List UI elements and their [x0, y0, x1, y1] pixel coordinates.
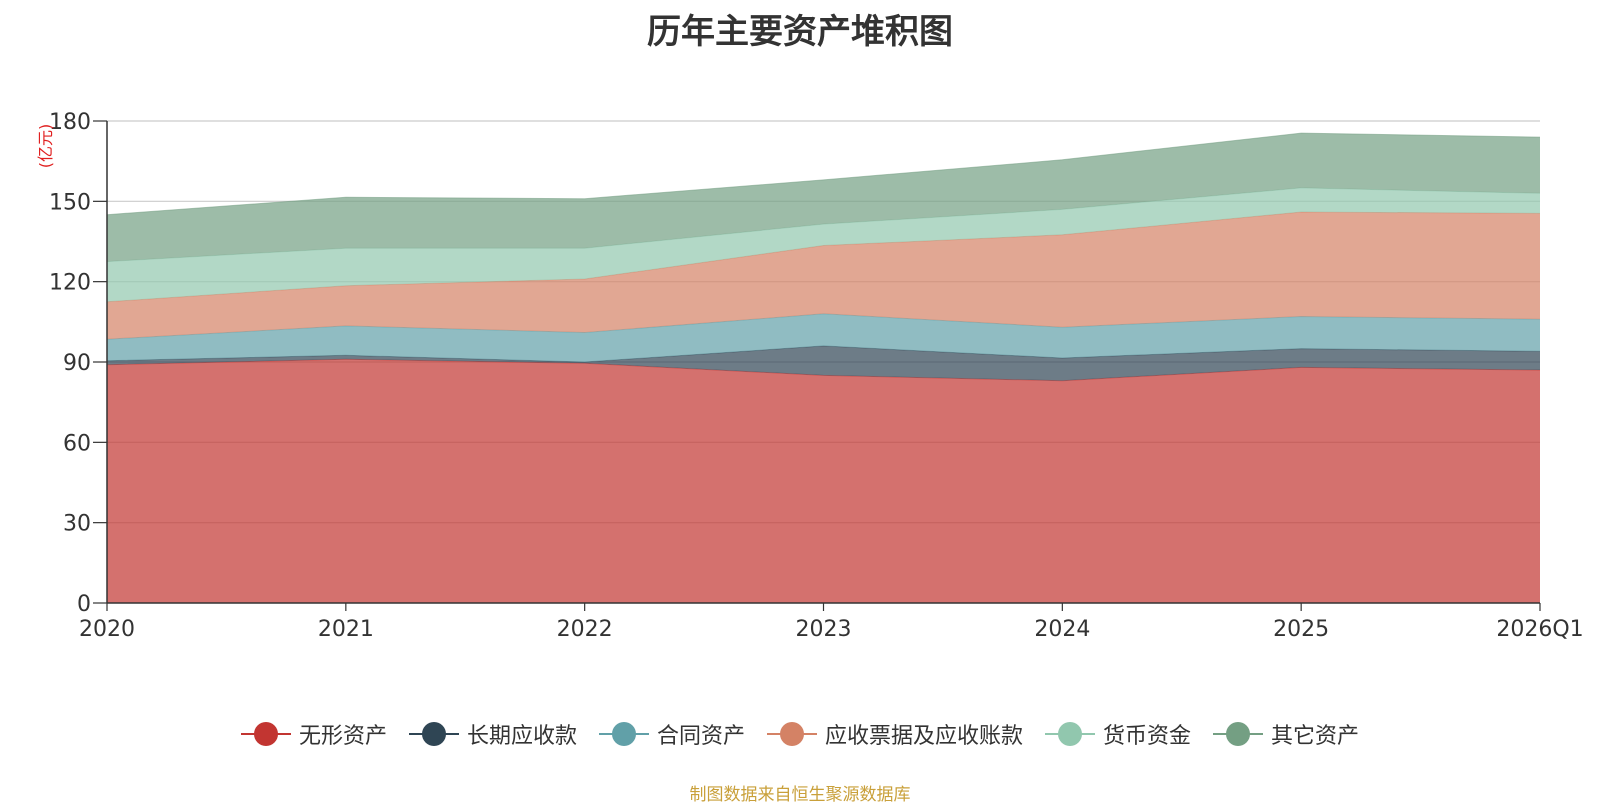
legend-item-2[interactable]: 合同资产: [598, 718, 745, 750]
legend-item-5[interactable]: 其它资产: [1213, 718, 1359, 750]
legend-marker-icon: [240, 720, 291, 748]
x-tick-label: 2022: [557, 617, 613, 642]
area-series-0[interactable]: [107, 359, 1540, 603]
x-tick-label: 2024: [1034, 617, 1090, 642]
legend-item-0[interactable]: 无形资产: [240, 718, 387, 750]
legend-marker-icon: [598, 720, 649, 748]
legend-label: 其它资产: [1271, 724, 1360, 749]
y-tick-label: 120: [49, 271, 91, 296]
legend-label: 无形资产: [298, 724, 387, 749]
x-tick-label: 2021: [318, 617, 374, 642]
y-tick-label: 90: [63, 351, 91, 376]
area-series-1[interactable]: [107, 345, 1540, 381]
legend-label: 应收票据及应收账款: [825, 724, 1024, 749]
y-axis-unit-label: (亿元): [36, 124, 55, 169]
legend-item-4[interactable]: 货币资金: [1045, 718, 1191, 750]
x-tick-label: 2025: [1273, 617, 1329, 642]
legend-item-3[interactable]: 应收票据及应收账款: [767, 718, 1023, 750]
legend-item-1[interactable]: 长期应收款: [408, 718, 577, 750]
area-series-5[interactable]: [107, 133, 1540, 262]
x-tick-label: 2026Q1: [1496, 617, 1583, 642]
legend-marker-icon: [1045, 720, 1096, 748]
legend-dot-icon: [780, 722, 804, 746]
legend-marker-icon: [767, 720, 817, 748]
chart-title: 历年主要资产堆积图: [647, 12, 953, 52]
y-tick-label: 60: [63, 431, 91, 456]
y-tick-label: 180: [49, 110, 91, 135]
legend-label: 货币资金: [1103, 724, 1192, 749]
legend-marker-icon: [1213, 720, 1264, 748]
legend-label: 合同资产: [656, 724, 745, 749]
legend-dot-icon: [1226, 722, 1251, 746]
legend-marker-icon: [408, 720, 459, 748]
legend-dot-icon: [1058, 722, 1083, 746]
y-tick-label: 30: [63, 512, 91, 537]
area-series-4[interactable]: [107, 187, 1540, 302]
legend-dot-icon: [421, 722, 446, 746]
x-tick-label: 2023: [796, 617, 852, 642]
y-tick-label: 0: [77, 592, 91, 617]
legend-dot-icon: [253, 722, 278, 746]
line-series-5: [106, 132, 1541, 216]
area-series-3[interactable]: [107, 212, 1540, 340]
legend-label: 长期应收款: [466, 724, 577, 749]
legend: 无形资产 长期应收款 合同资产 应收票据及应收账款 货币资金 其它资产: [0, 718, 1600, 750]
x-tick-label: 2020: [79, 617, 135, 642]
legend-dot-icon: [611, 722, 636, 746]
source-note: 制图数据来自恒生聚源数据库: [689, 785, 911, 805]
area-series-2[interactable]: [107, 313, 1540, 362]
y-tick-label: 150: [49, 190, 91, 215]
